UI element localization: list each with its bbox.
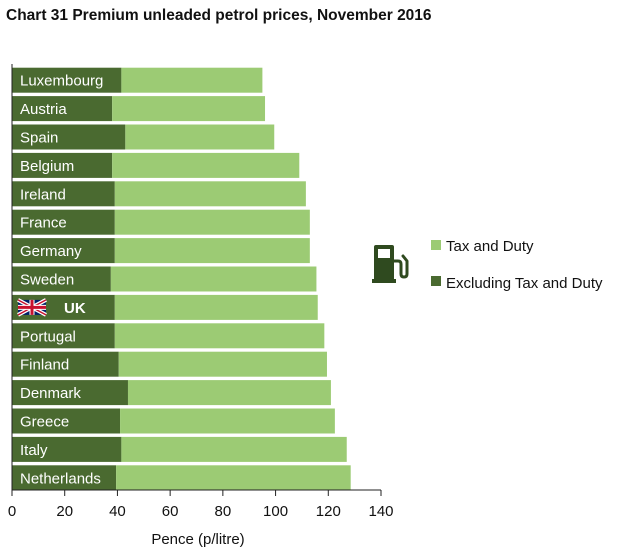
- legend-label-excl: Excluding Tax and Duty: [446, 275, 603, 292]
- bar-excluding-finland: [12, 351, 119, 377]
- bar-label-netherlands: Netherlands: [20, 470, 101, 487]
- bar-excluding-greece: [12, 408, 121, 434]
- bar-label-france: France: [20, 215, 67, 232]
- bar-excluding-spain: [12, 124, 126, 150]
- bar-label-portugal: Portugal: [20, 328, 76, 345]
- bar-label-finland: Finland: [20, 357, 69, 374]
- bar-label-italy: Italy: [20, 442, 48, 459]
- bar-label-greece: Greece: [20, 414, 69, 431]
- bar-tax-spain: [125, 124, 275, 150]
- bar-excluding-italy: [12, 436, 122, 462]
- x-tick-label-40: 40: [109, 503, 126, 520]
- x-tick-label-0: 0: [8, 503, 16, 520]
- bar-tax-austria: [112, 96, 266, 122]
- bar-tax-finland: [118, 351, 327, 377]
- bar-excluding-france: [12, 209, 115, 235]
- bar-label-germany: Germany: [20, 243, 82, 260]
- bar-excluding-portugal: [12, 323, 115, 349]
- bar-tax-ireland: [114, 181, 306, 207]
- bar-excluding-sweden: [12, 266, 111, 292]
- x-tick-label-140: 140: [368, 503, 393, 520]
- legend-label-tax: Tax and Duty: [446, 238, 534, 255]
- bar-tax-portugal: [114, 323, 325, 349]
- bar-excluding-germany: [12, 238, 115, 264]
- bar-tax-germany: [114, 238, 310, 264]
- x-axis: 0 20 40 60 80 100 120 140: [8, 64, 394, 520]
- bar-label-sweden: Sweden: [20, 272, 74, 289]
- bar-label-ireland: Ireland: [20, 186, 66, 203]
- bar-label-uk: UK: [64, 300, 86, 317]
- bar-tax-france: [114, 209, 310, 235]
- bar-excluding-denmark: [12, 380, 128, 406]
- x-axis-label: Pence (p/litre): [151, 531, 244, 548]
- bar-label-spain: Spain: [20, 130, 58, 147]
- bar-excluding-belgium: [12, 152, 113, 178]
- bar-tax-luxembourg: [121, 67, 263, 93]
- legend-swatch-excl: [431, 276, 441, 286]
- x-tick-label-60: 60: [162, 503, 179, 520]
- uk-flag-icon: [17, 298, 47, 317]
- bar-label-denmark: Denmark: [20, 385, 81, 402]
- bar-tax-belgium: [112, 152, 300, 178]
- bar-tax-denmark: [127, 380, 331, 406]
- bar-excluding-luxembourg: [12, 67, 122, 93]
- x-tick-label-100: 100: [263, 503, 288, 520]
- chart-title: Chart 31 Premium unleaded petrol prices,…: [6, 7, 432, 24]
- bar-excluding-netherlands: [12, 465, 117, 491]
- x-tick-label-20: 20: [56, 503, 73, 520]
- bar-tax-greece: [120, 408, 335, 434]
- legend: Tax and Duty Excluding Tax and Duty: [372, 238, 603, 292]
- bars-group: Luxembourg Austria Spain Belgium Ireland Fran…: [12, 67, 351, 491]
- legend-swatch-tax: [431, 240, 441, 250]
- x-tick-label-120: 120: [316, 503, 341, 520]
- bar-label-belgium: Belgium: [20, 158, 74, 175]
- bar-tax-sweden: [110, 266, 317, 292]
- fuel-pump-icon: [372, 245, 409, 283]
- bar-label-austria: Austria: [20, 101, 67, 118]
- bar-tax-uk: [114, 294, 318, 320]
- bar-label-luxembourg: Luxembourg: [20, 73, 103, 90]
- bar-tax-netherlands: [116, 465, 351, 491]
- bar-excluding-ireland: [12, 181, 115, 207]
- x-tick-label-80: 80: [215, 503, 232, 520]
- bar-excluding-austria: [12, 96, 113, 122]
- bar-tax-italy: [121, 436, 347, 462]
